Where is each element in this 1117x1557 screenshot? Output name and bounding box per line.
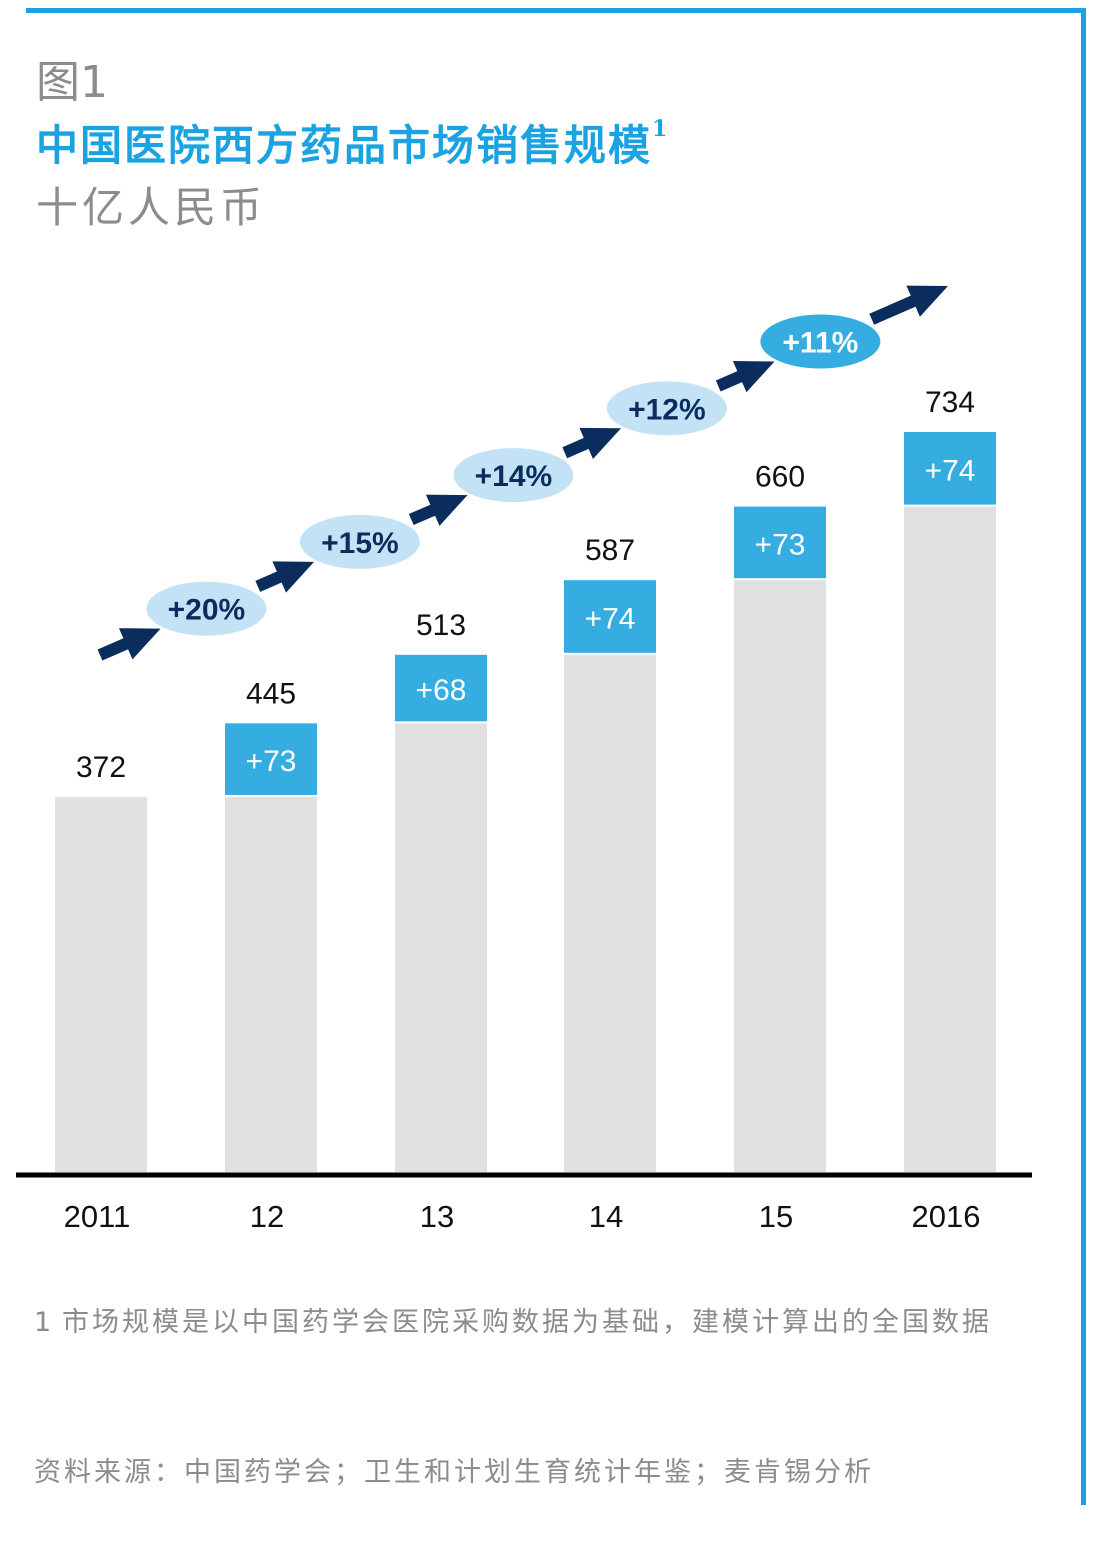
bar-increment-14: [564, 580, 656, 653]
figure-label: 图1: [36, 57, 108, 108]
increment-label-15: +73: [755, 528, 806, 561]
increment-label-2016: +74: [925, 454, 976, 487]
title-footnote-marker: 1: [652, 116, 670, 142]
bar-chart: 372 2011 +73 445 12 +68 513 13 +74 587 14 +73 660 15 +…: [16, 285, 1032, 1234]
growth-rate-label: +11%: [782, 327, 858, 360]
total-label-2016: 734: [925, 386, 975, 419]
unit-label: 十亿人民币: [36, 183, 267, 232]
source-note: 资料来源：中国药学会；卫生和计划生育统计年鉴；麦肯锡分析: [34, 1457, 874, 1488]
increment-label-14: +74: [585, 603, 636, 636]
total-label-13: 513: [416, 609, 466, 642]
bar-increment-12: [225, 723, 317, 795]
footnote-number: 1: [34, 1307, 55, 1338]
growth-bubble: [606, 381, 727, 436]
growth-rate-label: +14%: [475, 460, 553, 493]
bar-base-15: [734, 580, 826, 1172]
chart-title-text: 中国医院西方药品市场销售规模: [36, 121, 653, 170]
growth-arrow-head: [425, 494, 468, 526]
bar-base-12: [225, 796, 317, 1172]
x-tick-14: 14: [589, 1199, 623, 1234]
x-tick-12: 12: [250, 1199, 284, 1234]
growth-arrow-head: [906, 285, 948, 317]
bar-base-13: [395, 723, 487, 1172]
footnote-text: 市场规模是以中国药学会医院采购数据为基础，建模计算出的全国数据: [62, 1307, 992, 1338]
footnote: 1 市场规模是以中国药学会医院采购数据为基础，建模计算出的全国数据: [34, 1302, 1044, 1344]
x-tick-13: 13: [420, 1199, 454, 1234]
growth-rate-label: +20%: [168, 594, 246, 627]
bar-base-14: [564, 654, 656, 1172]
bar-increment-13: [395, 654, 487, 722]
chart-title: 中国医院西方药品市场销售规模1: [36, 112, 669, 173]
growth-rate-label: +15%: [321, 527, 399, 560]
x-tick-2011: 2011: [64, 1199, 131, 1234]
bar-base-2011: [55, 796, 147, 1172]
growth-arrow-head: [579, 427, 622, 460]
total-label-15: 660: [755, 461, 805, 494]
increment-label-12: +73: [246, 745, 297, 778]
growth-bubble: [146, 581, 267, 636]
growth-arrow-head: [118, 628, 161, 660]
x-tick-15: 15: [759, 1199, 793, 1234]
total-label-14: 587: [585, 534, 635, 567]
growth-arrow-shaft: [97, 635, 134, 661]
frame-right-border: [1081, 8, 1086, 1505]
growth-bubble: [453, 448, 574, 503]
total-label-12: 445: [246, 677, 296, 710]
bar-increment-15: [734, 506, 826, 579]
x-tick-2016: 2016: [912, 1199, 981, 1234]
increment-label-13: +68: [416, 674, 467, 707]
growth-arrow-shaft: [869, 293, 922, 325]
growth-bubble: [760, 314, 881, 369]
growth-rate-label: +12%: [628, 393, 706, 426]
growth-arrow-head: [272, 561, 315, 593]
total-label-2011: 372: [76, 751, 126, 784]
growth-arrow-head: [732, 361, 775, 393]
bar-base-2016: [904, 506, 996, 1172]
bar-increment-2016: [904, 432, 996, 505]
growth-bubble: [299, 514, 420, 569]
frame-top-border: [26, 8, 1086, 13]
